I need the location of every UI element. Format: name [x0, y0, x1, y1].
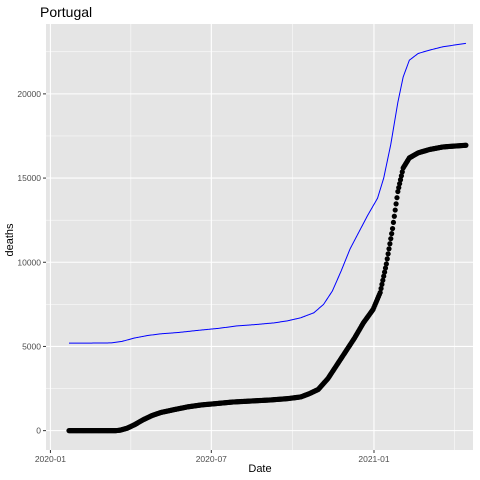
data-point [381, 269, 388, 275]
data-point [395, 188, 401, 195]
data-point [377, 289, 383, 296]
data-point [378, 285, 384, 292]
y-tick-label: 5000 [22, 341, 41, 351]
x-axis-label: Date [248, 463, 271, 475]
data-point [393, 201, 399, 207]
x-tick-label: 2020-07 [196, 454, 227, 464]
data-point [397, 177, 404, 183]
y-tick-label: 0 [36, 426, 41, 436]
data-point [387, 241, 393, 247]
data-point [398, 173, 404, 179]
series-line [68, 42, 467, 344]
data-point [389, 225, 396, 232]
data-point [380, 277, 386, 283]
data-point [391, 213, 397, 219]
plot-area [46, 24, 473, 450]
data-point [379, 281, 385, 287]
y-tick-label: 20000 [17, 89, 41, 99]
data-point [382, 265, 389, 271]
data-point [385, 251, 391, 257]
data-point [390, 219, 397, 226]
x-tick-label: 2020-01 [35, 454, 66, 464]
plot-panel [46, 24, 473, 450]
data-point [392, 207, 398, 213]
y-tick-label: 10000 [17, 257, 41, 267]
data-point [394, 195, 400, 201]
data-point [386, 246, 392, 252]
data-point [384, 256, 390, 262]
data-point [463, 142, 469, 148]
data-point [381, 273, 387, 279]
data-point [383, 261, 389, 267]
series-points [66, 142, 469, 434]
data-point [397, 181, 403, 187]
y-tick-label: 15000 [17, 173, 41, 183]
data-point [388, 236, 394, 242]
chart-title: Portugal [40, 4, 92, 20]
data-point [399, 169, 405, 175]
x-tick-label: 2021-01 [358, 454, 389, 464]
data-point [389, 231, 395, 237]
data-point [396, 185, 402, 191]
y-axis-label: deaths [4, 223, 16, 257]
